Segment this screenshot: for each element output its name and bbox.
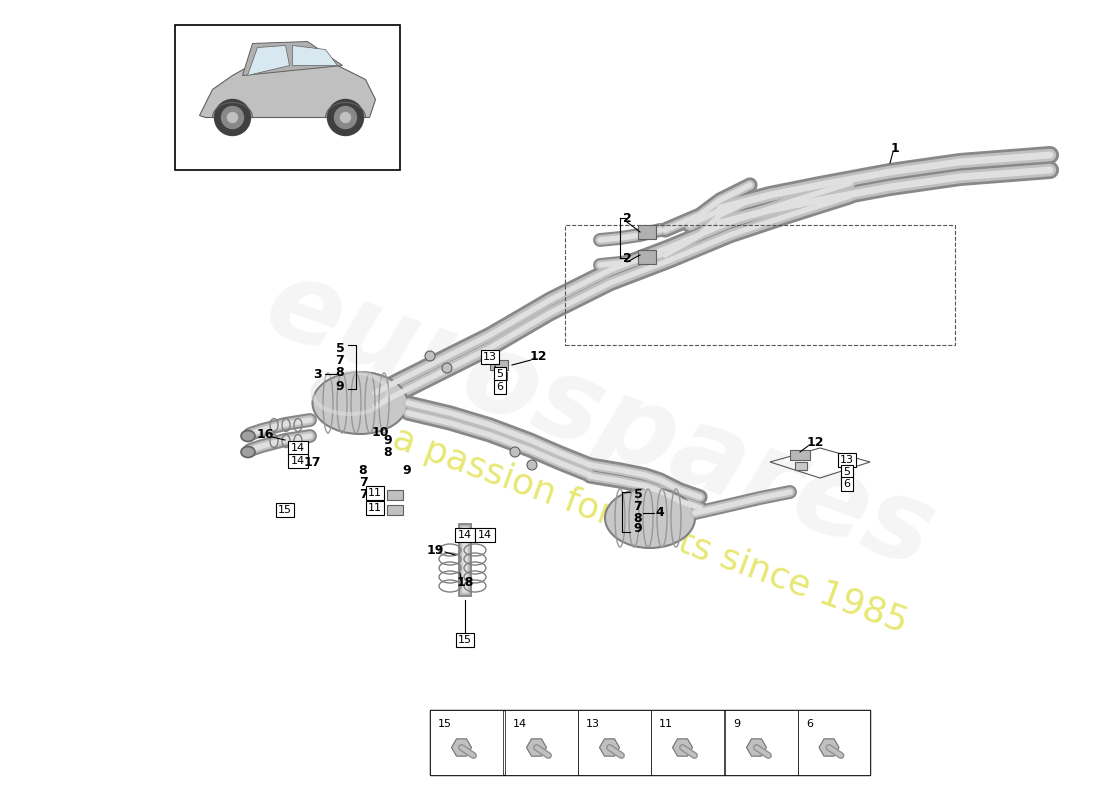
Polygon shape (451, 739, 472, 756)
Text: 14: 14 (290, 443, 305, 453)
Text: 13: 13 (586, 719, 600, 729)
Text: 5: 5 (496, 369, 504, 379)
Text: 14: 14 (513, 719, 527, 729)
Bar (387, 490, 403, 500)
Text: 9: 9 (733, 719, 740, 729)
Circle shape (527, 460, 537, 470)
Text: 2: 2 (623, 251, 631, 265)
Circle shape (442, 363, 452, 373)
Text: 8: 8 (384, 446, 393, 458)
Text: 13: 13 (483, 352, 497, 362)
Text: 17: 17 (304, 455, 321, 469)
Polygon shape (527, 739, 547, 756)
Polygon shape (242, 42, 342, 75)
Bar (651, 710, 724, 775)
Text: 3: 3 (314, 367, 322, 381)
Bar (495, 372, 507, 380)
Text: 14: 14 (290, 456, 305, 466)
Circle shape (228, 113, 238, 122)
Text: 6: 6 (806, 719, 813, 729)
Text: 8: 8 (634, 511, 642, 525)
Bar (430, 710, 870, 775)
Text: 8: 8 (359, 463, 367, 477)
Bar (638, 250, 656, 264)
Text: a passion for parts since 1985: a passion for parts since 1985 (388, 421, 912, 639)
Text: 7: 7 (359, 475, 367, 489)
Polygon shape (600, 739, 619, 756)
Text: 7: 7 (336, 354, 344, 366)
Text: 5: 5 (634, 489, 642, 502)
Text: 6: 6 (496, 382, 504, 392)
Bar (430, 710, 503, 775)
Text: 11: 11 (368, 503, 382, 513)
Bar (490, 360, 508, 370)
Polygon shape (248, 46, 289, 75)
Polygon shape (199, 59, 375, 118)
Circle shape (328, 99, 363, 135)
Text: 19: 19 (427, 543, 443, 557)
Ellipse shape (241, 446, 255, 458)
Text: 5: 5 (844, 467, 850, 477)
Text: 9: 9 (336, 379, 344, 393)
Text: 14: 14 (458, 530, 472, 540)
Text: 7: 7 (359, 487, 367, 501)
Text: 5: 5 (336, 342, 344, 354)
Text: 15: 15 (278, 505, 292, 515)
Text: 9: 9 (403, 463, 411, 477)
Ellipse shape (241, 430, 255, 442)
Text: eurospares: eurospares (252, 250, 948, 590)
Text: 1: 1 (891, 142, 900, 154)
Polygon shape (672, 739, 693, 756)
Text: 11: 11 (368, 488, 382, 498)
Ellipse shape (312, 372, 407, 434)
Text: 9: 9 (634, 522, 642, 535)
Polygon shape (820, 739, 839, 756)
Text: 7: 7 (634, 499, 642, 513)
Bar (565, 225, 955, 345)
Text: 12: 12 (806, 437, 824, 450)
Bar (578, 710, 651, 775)
Bar (790, 450, 810, 460)
Circle shape (334, 106, 356, 129)
Text: 12: 12 (529, 350, 547, 363)
Text: 11: 11 (659, 719, 673, 729)
Text: 18: 18 (456, 577, 474, 590)
Polygon shape (747, 739, 767, 756)
Text: 15: 15 (438, 719, 452, 729)
Circle shape (221, 106, 243, 129)
Text: 9: 9 (384, 434, 393, 446)
Polygon shape (293, 46, 338, 66)
Bar (175, 25, 400, 170)
Text: 2: 2 (623, 211, 631, 225)
Text: 8: 8 (336, 366, 344, 379)
Circle shape (425, 351, 435, 361)
Text: 10: 10 (372, 426, 388, 438)
Bar (387, 505, 403, 515)
Text: 15: 15 (458, 635, 472, 645)
Text: 13: 13 (840, 455, 854, 465)
Bar (795, 462, 807, 470)
Ellipse shape (605, 488, 695, 548)
Text: 14: 14 (477, 530, 492, 540)
Circle shape (510, 447, 520, 457)
Text: 16: 16 (256, 429, 274, 442)
Bar (798, 710, 870, 775)
Text: 6: 6 (844, 479, 850, 489)
Bar (725, 710, 797, 775)
Circle shape (341, 113, 351, 122)
Text: 4: 4 (656, 506, 664, 519)
Bar (505, 710, 578, 775)
Circle shape (214, 99, 251, 135)
Bar (638, 225, 656, 239)
